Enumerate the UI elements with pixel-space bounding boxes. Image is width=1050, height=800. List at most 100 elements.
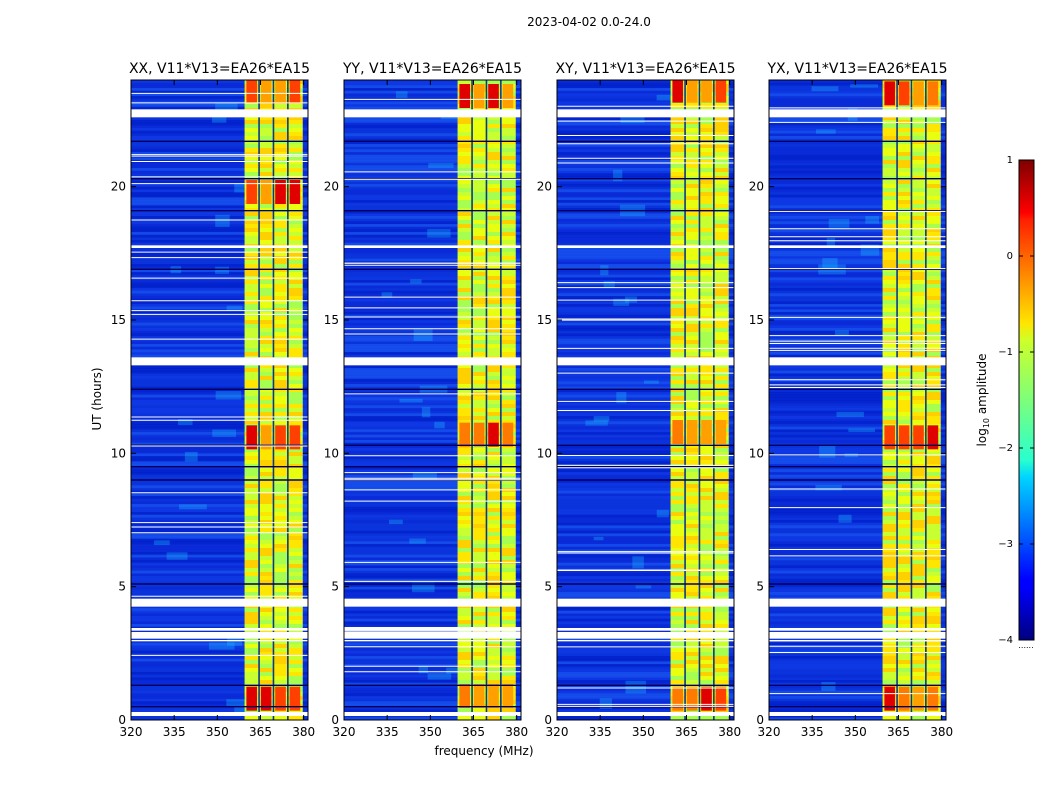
rfi-cell xyxy=(670,504,686,509)
x-tick-label: 365 xyxy=(887,725,910,739)
rfi-cell xyxy=(287,524,303,529)
rfi-cell xyxy=(699,292,715,297)
rfi-cell xyxy=(699,184,715,189)
noise-row xyxy=(344,517,521,521)
rfi-cell xyxy=(925,552,941,557)
noise-row xyxy=(131,514,308,518)
x-tick-label: 320 xyxy=(333,725,356,739)
noise-row xyxy=(769,189,946,193)
rfi-cell xyxy=(911,232,927,237)
rfi-cell xyxy=(911,564,927,569)
rfi-cell xyxy=(472,668,487,673)
noise-patch xyxy=(625,680,647,694)
noise-row xyxy=(131,122,308,126)
noise-row xyxy=(131,410,308,414)
rfi-cell xyxy=(500,140,516,145)
rfi-cell xyxy=(925,240,941,245)
noise-row xyxy=(769,317,946,321)
noise-row xyxy=(769,202,946,206)
noise-row xyxy=(769,498,946,502)
rfi-cell xyxy=(486,136,502,141)
rfi-cell xyxy=(457,376,473,381)
noise-row xyxy=(769,176,946,180)
noise-row xyxy=(557,272,734,276)
noise-row xyxy=(344,541,521,545)
noise-row xyxy=(131,504,308,508)
rfi-cell xyxy=(713,148,729,153)
noise-row xyxy=(557,466,734,470)
noise-row xyxy=(344,616,521,620)
rfi-cell xyxy=(472,504,487,509)
rfi-cell xyxy=(273,476,289,481)
rfi-cell xyxy=(244,272,260,277)
rfi-cell xyxy=(925,164,941,169)
noise-row xyxy=(769,653,946,657)
rfi-cell xyxy=(685,660,700,665)
noise-row xyxy=(344,410,521,414)
noise-row xyxy=(131,208,308,212)
noise-row xyxy=(557,608,734,612)
rfi-cell xyxy=(486,520,502,525)
rfi-hotspot xyxy=(459,684,471,708)
noise-row xyxy=(131,170,308,174)
rfi-cell xyxy=(457,548,473,553)
rfi-cell xyxy=(486,620,502,625)
noise-row xyxy=(557,485,734,489)
rfi-cell xyxy=(472,484,487,489)
rfi-cell xyxy=(882,116,898,121)
rfi-cell xyxy=(897,512,912,517)
noise-row xyxy=(769,642,946,646)
noise-row xyxy=(131,533,308,537)
rfi-cell xyxy=(259,156,274,161)
noise-row xyxy=(557,618,734,622)
rfi-cell xyxy=(925,528,941,533)
rfi-cell xyxy=(699,272,715,277)
rfi-cell xyxy=(911,336,927,341)
rfi-cell xyxy=(259,516,274,521)
rfi-cell xyxy=(457,328,473,333)
noise-row xyxy=(769,192,946,196)
rfi-cell xyxy=(287,620,303,625)
rfi-cell xyxy=(244,256,260,261)
noise-patch xyxy=(434,421,445,429)
rfi-hotspot xyxy=(473,422,485,447)
rfi-cell xyxy=(925,684,941,689)
noise-row xyxy=(557,397,734,401)
rfi-hotspot xyxy=(275,686,286,711)
rfi-cell xyxy=(925,524,941,529)
noise-row xyxy=(557,186,734,190)
noise-row xyxy=(557,450,734,454)
rfi-cell xyxy=(244,472,260,477)
noise-patch xyxy=(811,86,839,92)
rfi-cell xyxy=(699,560,715,565)
y-tick-label: 5 xyxy=(544,580,552,594)
rfi-cell xyxy=(244,572,260,577)
noise-row xyxy=(344,168,521,172)
rfi-cell xyxy=(273,656,289,661)
noise-row xyxy=(131,402,308,406)
noise-row xyxy=(344,704,521,708)
rfi-cell xyxy=(486,324,502,329)
rfi-cell xyxy=(925,664,941,669)
rfi-cell xyxy=(472,348,487,353)
rfi-cell xyxy=(457,312,473,317)
rfi-cell xyxy=(287,640,303,645)
noise-row xyxy=(344,288,521,292)
noise-row xyxy=(769,469,946,473)
noise-row xyxy=(557,136,734,140)
rfi-cell xyxy=(897,676,912,681)
rfi-cell xyxy=(911,172,927,177)
noise-row xyxy=(557,709,734,713)
noise-row xyxy=(344,402,521,406)
rfi-cell xyxy=(244,132,260,137)
rfi-cell xyxy=(486,536,502,541)
rfi-cell xyxy=(925,456,941,461)
rfi-cell xyxy=(500,276,516,281)
rfi-cell xyxy=(500,204,516,209)
rfi-cell xyxy=(911,364,927,369)
rfi-cell xyxy=(457,236,473,241)
rfi-cell xyxy=(457,248,473,253)
noise-row xyxy=(557,706,734,710)
noise-row xyxy=(557,552,734,556)
rfi-hotspot xyxy=(502,84,514,108)
